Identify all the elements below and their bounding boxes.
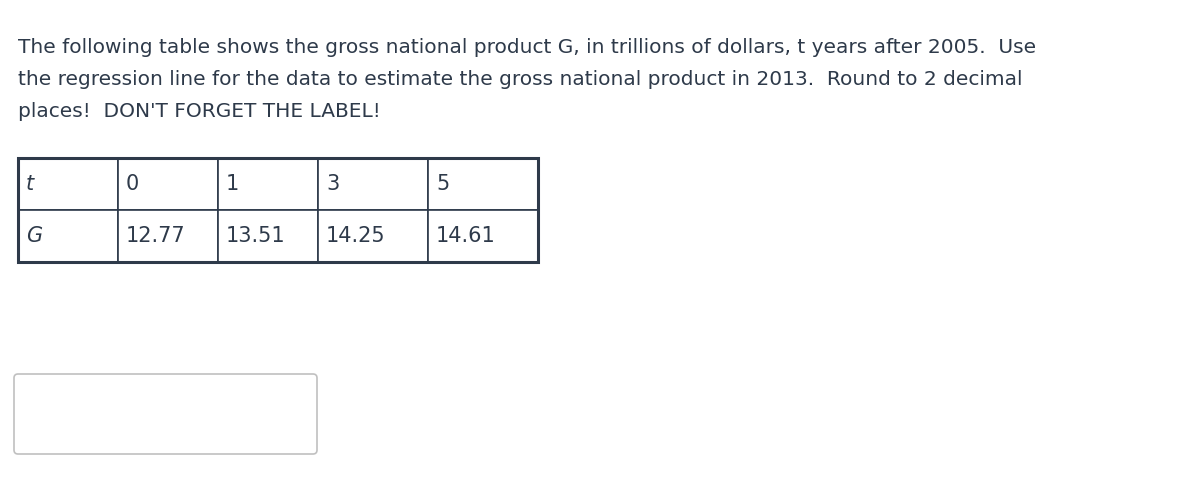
- Bar: [318, 158, 428, 210]
- Text: 14.61: 14.61: [436, 226, 496, 246]
- Text: 13.51: 13.51: [226, 226, 286, 246]
- Text: 3: 3: [326, 174, 340, 194]
- Bar: [18, 210, 118, 262]
- Text: 12.77: 12.77: [126, 226, 186, 246]
- Bar: [428, 158, 538, 210]
- Text: 1: 1: [226, 174, 239, 194]
- Text: the regression line for the data to estimate the gross national product in 2013.: the regression line for the data to esti…: [18, 70, 1022, 89]
- Text: places!  DON'T FORGET THE LABEL!: places! DON'T FORGET THE LABEL!: [18, 102, 380, 121]
- Bar: [428, 210, 538, 262]
- Text: The following table shows the gross national product G, in trillions of dollars,: The following table shows the gross nati…: [18, 38, 1036, 57]
- Text: 5: 5: [436, 174, 449, 194]
- Bar: [218, 158, 318, 210]
- Bar: [18, 158, 538, 262]
- Text: 14.25: 14.25: [326, 226, 385, 246]
- Bar: [318, 210, 428, 262]
- Bar: [118, 210, 218, 262]
- Text: G: G: [26, 226, 42, 246]
- Text: 0: 0: [126, 174, 139, 194]
- FancyBboxPatch shape: [14, 374, 317, 454]
- Bar: [118, 158, 218, 210]
- Text: t: t: [26, 174, 34, 194]
- Bar: [18, 158, 118, 210]
- Bar: [218, 210, 318, 262]
